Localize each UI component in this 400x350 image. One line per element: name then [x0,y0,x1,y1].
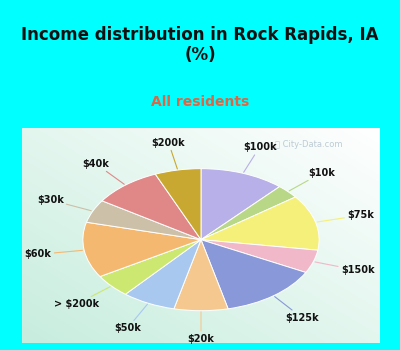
Wedge shape [125,240,201,309]
Text: $75k: $75k [317,210,374,222]
Wedge shape [201,240,318,272]
Text: > $200k: > $200k [54,287,110,309]
Text: $40k: $40k [82,159,124,184]
Text: $30k: $30k [37,195,91,211]
Text: $125k: $125k [275,296,319,323]
Wedge shape [155,169,201,240]
Wedge shape [86,201,201,240]
Wedge shape [100,240,201,294]
Wedge shape [174,240,228,311]
Wedge shape [201,197,319,250]
Text: $200k: $200k [152,138,185,169]
Wedge shape [102,174,201,240]
Text: $50k: $50k [114,304,148,333]
Text: Income distribution in Rock Rapids, IA
(%): Income distribution in Rock Rapids, IA (… [21,26,379,64]
Text: $60k: $60k [25,249,82,259]
Text: $150k: $150k [315,262,374,275]
Text: $100k: $100k [243,142,276,172]
Text: All residents: All residents [151,94,249,108]
Text: ⓘ City-Data.com: ⓘ City-Data.com [275,140,342,149]
Wedge shape [83,222,201,276]
Text: $20k: $20k [188,312,214,344]
Wedge shape [201,240,306,309]
Text: $10k: $10k [289,168,336,191]
Wedge shape [201,187,296,240]
Wedge shape [201,169,280,240]
